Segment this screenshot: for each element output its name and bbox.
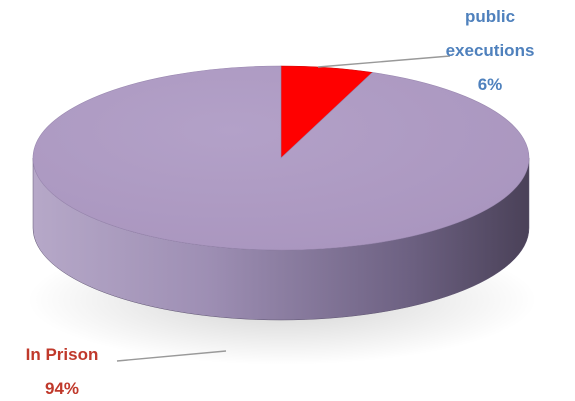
leader-line-public-executions [317,55,451,68]
data-label-category-public-executions-line-1: public [465,7,515,26]
pie-slice-in-prison [32,65,530,251]
data-label-value-public-executions: 6% [478,75,503,94]
data-label-category-public-executions-line-2: executions [446,41,535,60]
data-label-category-in-prison: In Prison [26,345,99,364]
data-label-value-in-prison: 94% [45,379,79,398]
leader-line-in-prison [116,350,227,362]
